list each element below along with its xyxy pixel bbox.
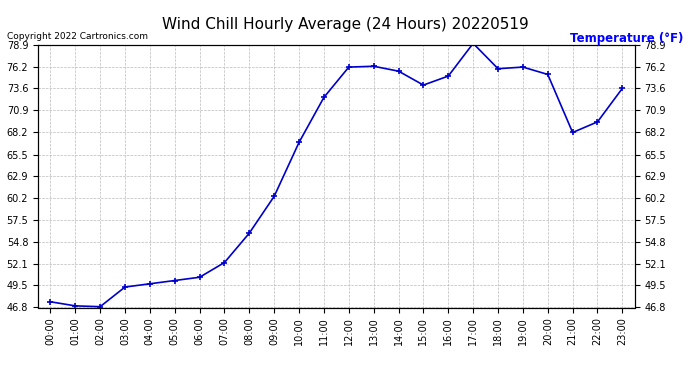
Text: Wind Chill Hourly Average (24 Hours) 20220519: Wind Chill Hourly Average (24 Hours) 202… bbox=[161, 17, 529, 32]
Text: Copyright 2022 Cartronics.com: Copyright 2022 Cartronics.com bbox=[7, 32, 148, 41]
Text: Temperature (°F): Temperature (°F) bbox=[570, 32, 683, 45]
